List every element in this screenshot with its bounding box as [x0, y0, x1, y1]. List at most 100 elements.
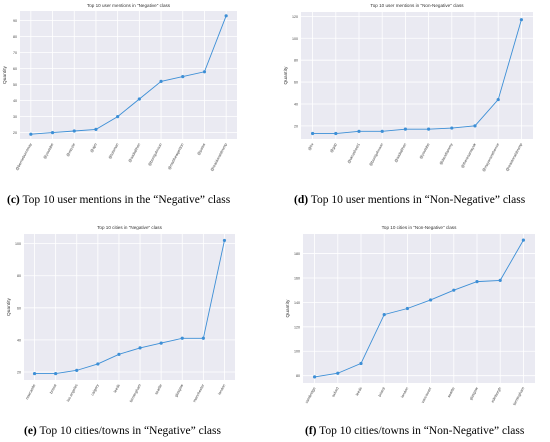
x-tick-label: los angeles: [66, 384, 79, 403]
x-tick-label: glasgow: [469, 386, 479, 400]
caption-d: (d) Top 10 user mentions in “Non-Negativ…: [294, 194, 525, 206]
data-point: [450, 126, 454, 130]
data-point: [54, 371, 58, 376]
x-tick-label: vancouver: [421, 386, 433, 404]
x-tick-label: leeds: [113, 384, 121, 394]
caption-text-f: Top 10 cities/towns in “Non-Negative” cl…: [319, 425, 525, 437]
chart-svg-d: 20 40 60 80 100 120 @itv @gap @ukrasheel1 @borisj…: [283, 3, 533, 173]
data-point: [224, 14, 228, 18]
y-tick-label: 100: [292, 37, 298, 41]
x-tick-label: @davidlammy: [439, 143, 454, 166]
chart-panel-d: 20 40 60 80 100 120 @itv @gap @ukrasheel1 @borisj…: [275, 0, 550, 220]
x-tick-label: london: [400, 387, 409, 399]
data-point: [201, 336, 205, 340]
x-tick-label: @ukrasheel1: [347, 143, 361, 165]
y-axis-label: Quantity: [6, 297, 12, 315]
x-tick-label: newcastle: [25, 384, 36, 401]
data-point: [334, 131, 338, 136]
y-tick-label: 80: [296, 374, 300, 378]
chart-panel-f: 80 100 120 140 160 180 cambridge oxford leeds bri…: [275, 220, 550, 442]
x-tick-label: @theresamayuk: [460, 143, 477, 169]
x-tick-label: seattle: [154, 384, 163, 396]
chart-title: Top 10 user mentions in "Negative" class: [87, 3, 171, 8]
y-tick-label: 140: [294, 301, 300, 305]
y-axis-label: Quantity: [283, 66, 289, 84]
x-tick-label: @mizzle: [66, 143, 76, 158]
x-tick-label: leeds: [355, 387, 363, 397]
data-point: [159, 341, 163, 345]
caption-f: (f) Top 10 cities/towns in “Non-Negative…: [305, 425, 524, 437]
data-point: [496, 97, 500, 102]
data-point: [75, 368, 79, 372]
x-tick-label: @youtube: [43, 143, 55, 160]
x-tick-label: bristol: [378, 386, 386, 397]
y-tick-label: 160: [294, 276, 300, 280]
chart-svg-f: 80 100 120 140 160 180 cambridge oxford leeds bri…: [285, 225, 535, 406]
data-point: [222, 238, 227, 243]
data-point: [29, 132, 33, 136]
y-tick-label: 60: [13, 67, 17, 71]
x-tick-label: @matthewgeldon: [167, 143, 184, 171]
x-tick-label: glasgow: [174, 383, 184, 397]
caption-text-e: Top 10 cities/towns in “Negative” class: [39, 425, 221, 437]
x-tick-label: @youtube: [419, 143, 431, 160]
data-point: [336, 371, 340, 375]
x-tick-label: @realdonaldtrump: [505, 143, 523, 173]
x-tick-label: edinburgh: [491, 387, 502, 404]
y-tick-label: 40: [17, 338, 21, 342]
data-point: [32, 371, 37, 376]
x-tick-label: birmingham: [129, 384, 142, 403]
y-tick-label: 40: [294, 102, 298, 106]
y-tick-label: 60: [294, 81, 298, 85]
chart-svg-c: 20 30 40 50 60 70 80 90 @bernieburntmay @youtube @…: [2, 3, 237, 172]
data-point: [138, 346, 142, 350]
data-point: [50, 131, 55, 135]
x-tick-label: @ajm: [90, 143, 98, 154]
caption-e: (e) Top 10 cities/towns in “Negative” cl…: [24, 425, 221, 437]
x-tick-label: birmingham: [512, 387, 525, 406]
y-axis-label: Quantity: [2, 65, 8, 83]
caption-c: (c) Top 10 user mentions in the “Negativ…: [7, 194, 230, 206]
data-point: [380, 129, 384, 133]
caption-label-c: (c): [7, 194, 20, 206]
y-tick-label: 100: [294, 350, 300, 354]
chart-title: Top 10 cities in "Non-Negative" class: [382, 225, 457, 230]
x-tick-label: calgary: [90, 384, 99, 397]
data-point: [498, 278, 502, 283]
y-tick-label: 70: [13, 51, 17, 55]
x-tick-label: manchester: [192, 383, 205, 403]
plot-area: [303, 234, 535, 383]
data-point: [72, 129, 76, 133]
data-point: [359, 361, 363, 366]
x-tick-label: london: [217, 384, 226, 396]
plot-area: [301, 12, 533, 139]
y-tick-label: 80: [294, 59, 298, 63]
caption-text-d: Top 10 user mentions in “Non-Negative” c…: [310, 194, 526, 206]
y-tick-label: 30: [13, 115, 17, 119]
y-tick-label: 80: [13, 35, 17, 39]
x-tick-label: @bernieburntmay: [15, 143, 33, 172]
series-line: [314, 239, 524, 378]
chart-title: Top 10 cities in "Negative" class: [97, 225, 162, 230]
y-tick-label: 40: [13, 99, 17, 103]
y-tick-label: 120: [294, 325, 300, 329]
series-line: [34, 240, 225, 375]
y-tick-label: 90: [13, 19, 17, 23]
data-point: [117, 352, 121, 356]
x-tick-label: @borisjohnson: [369, 143, 384, 167]
x-tick-label: @sadiqkhan: [128, 143, 141, 164]
data-point: [180, 336, 184, 340]
data-point: [357, 129, 361, 133]
x-tick-label: cambridge: [305, 387, 317, 405]
y-tick-label: 60: [17, 306, 21, 310]
data-point: [311, 131, 315, 136]
y-tick-label: 20: [13, 131, 17, 135]
x-tick-label: @gap: [329, 143, 337, 154]
data-point: [452, 288, 456, 292]
y-tick-label: 180: [294, 252, 300, 256]
caption-label-f: (f): [305, 425, 317, 437]
data-point: [159, 79, 163, 83]
x-tick-label: seattle: [447, 387, 456, 399]
plot-area: [20, 11, 237, 139]
data-point: [521, 238, 525, 242]
